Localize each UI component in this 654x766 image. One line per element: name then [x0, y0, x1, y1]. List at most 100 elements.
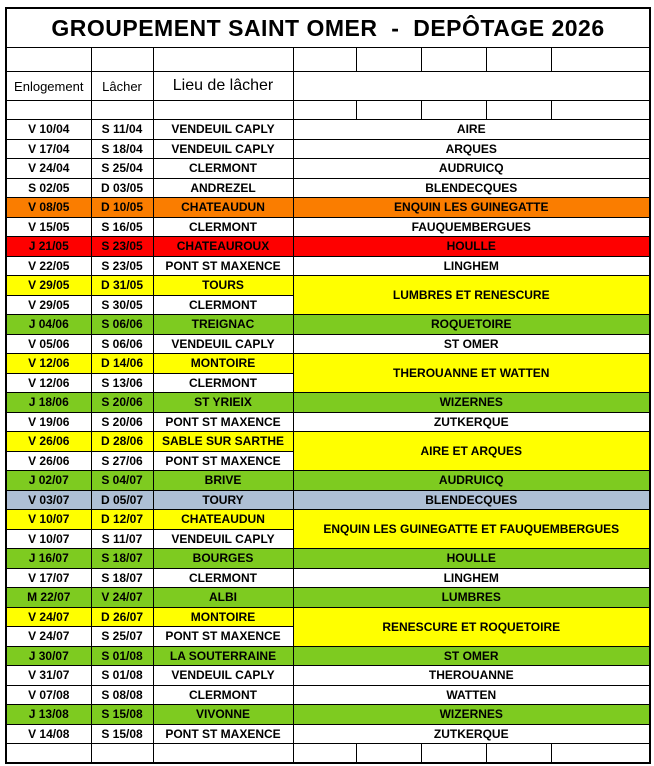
cell-enlogement: V 29/05 [5, 294, 92, 315]
cell-destination: LINGHEM [292, 255, 651, 276]
empty-cell [152, 100, 294, 120]
cell-destination: ENQUIN LES GUINEGATTE ET FAUQUEMBERGUES [292, 509, 651, 549]
cell-lacher: S 18/04 [90, 138, 154, 159]
schedule-row: S 02/05 D 03/05 ANDREZEL BLENDECQUES [5, 177, 651, 198]
cell-enlogement: V 24/04 [5, 158, 92, 179]
schedule-row: M 22/07 V 24/07 ALBI LUMBRES [5, 587, 651, 608]
empty-cell [5, 47, 92, 72]
cell-lieu: CLERMONT [152, 216, 294, 237]
table-foot-rows [5, 743, 651, 764]
cell-destination: THEROUANNE [292, 665, 651, 686]
cell-lacher: S 20/06 [90, 411, 154, 432]
cell-enlogement: V 17/07 [5, 567, 92, 588]
cell-destination: LUMBRES [292, 587, 651, 608]
cell-destination: BLENDECQUES [292, 489, 651, 510]
cell-lieu: TOURS [152, 275, 294, 296]
cell-lacher: S 11/07 [90, 528, 154, 549]
cell-lacher: D 14/06 [90, 353, 154, 374]
schedule-row: J 13/08 S 15/08 VIVONNE WIZERNES [5, 704, 651, 725]
col-header-enlogement: Enlogement [5, 71, 92, 101]
depotage-table: GROUPEMENT SAINT OMER - DEPÔTAGE 2026 En… [5, 7, 652, 764]
cell-destination: AIRE ET ARQUES [292, 431, 651, 471]
schedule-body: V 10/04 S 11/04 VENDEUIL CAPLY AIRE V 17/04 S… [5, 119, 651, 744]
spacer-row-top [5, 47, 651, 72]
cell-lacher: S 16/05 [90, 216, 154, 237]
empty-cell [292, 47, 357, 72]
cell-enlogement: V 12/06 [5, 353, 92, 374]
schedule-row: J 18/06 S 20/06 ST YRIEIX WIZERNES [5, 392, 651, 413]
cell-lacher: S 06/06 [90, 333, 154, 354]
col-header-lieu: Lieu de lâcher [152, 71, 294, 101]
cell-enlogement: V 14/08 [5, 723, 92, 744]
schedule-row: V 24/07 D 26/07 MONTOIRE RENESCURE ET ROQUE… [5, 606, 651, 647]
schedule-row: V 12/06 S 13/06 CLERMONT [5, 372, 650, 393]
cell-lacher: D 10/05 [90, 197, 154, 218]
cell-lieu: MONTOIRE [152, 353, 294, 374]
cell-lacher: S 18/07 [90, 567, 154, 588]
cell-destination: ST OMER [292, 333, 651, 354]
cell-lieu: TOURY [152, 489, 294, 510]
spacer-row-bottom [5, 743, 651, 764]
schedule-row: V 10/07 D 12/07 CHATEAUDUN ENQUIN LES GUINE… [5, 509, 651, 549]
cell-destination: HOULLE [292, 236, 651, 257]
cell-enlogement: V 31/07 [5, 665, 92, 686]
cell-enlogement: V 17/04 [5, 138, 92, 159]
cell-lieu: VENDEUIL CAPLY [152, 119, 294, 140]
cell-lieu: CHATEAUDUN [152, 509, 294, 530]
schedule-row: V 31/07 S 01/08 VENDEUIL CAPLY THEROUANNE [5, 665, 651, 686]
cell-destination: WIZERNES [292, 704, 651, 725]
empty-cell [292, 743, 357, 764]
cell-lacher: S 30/05 [90, 294, 154, 315]
empty-cell [152, 47, 294, 72]
cell-enlogement: V 15/05 [5, 216, 92, 237]
cell-lacher: D 12/07 [90, 509, 154, 530]
schedule-row: V 26/06 D 28/06 SABLE SUR SARTHE AIRE ET AR… [5, 431, 651, 471]
empty-cell [420, 47, 487, 72]
cell-lieu: VENDEUIL CAPLY [152, 333, 294, 354]
cell-lieu: MONTOIRE [152, 606, 294, 627]
cell-enlogement: J 04/06 [5, 314, 92, 335]
cell-lieu: ALBI [152, 587, 294, 608]
cell-lacher: S 27/06 [90, 450, 154, 471]
cell-lacher: S 18/07 [90, 548, 154, 569]
empty-cell [485, 47, 552, 72]
cell-lieu: CLERMONT [152, 684, 294, 705]
schedule-row: J 16/07 S 18/07 BOURGES HOULLE [5, 548, 651, 569]
empty-cell [550, 743, 651, 764]
cell-lieu: BOURGES [152, 548, 294, 569]
cell-destination: BLENDECQUES [292, 177, 651, 198]
cell-enlogement: J 18/06 [5, 392, 92, 413]
cell-enlogement: V 24/07 [5, 626, 92, 647]
cell-destination: HOULLE [292, 548, 651, 569]
cell-lieu: CLERMONT [152, 372, 294, 393]
cell-enlogement: V 22/05 [5, 255, 92, 276]
cell-lieu: VENDEUIL CAPLY [152, 138, 294, 159]
schedule-row: V 10/04 S 11/04 VENDEUIL CAPLY AIRE [5, 119, 651, 140]
empty-cell [355, 100, 422, 120]
cell-destination: AUDRUICQ [292, 158, 651, 179]
cell-destination: FAUQUEMBERGUES [292, 216, 651, 237]
cell-destination: LINGHEM [292, 567, 651, 588]
empty-cell [550, 47, 651, 72]
cell-lieu: PONT ST MAXENCE [152, 255, 294, 276]
cell-lacher: D 05/07 [90, 489, 154, 510]
cell-destination: ENQUIN LES GUINEGATTE [292, 197, 651, 218]
cell-destination: ROQUETOIRE [292, 314, 651, 335]
cell-lieu: SABLE SUR SARTHE [152, 431, 294, 452]
empty-cell [420, 100, 487, 120]
cell-destination: AIRE [292, 119, 651, 140]
page-title: GROUPEMENT SAINT OMER - DEPÔTAGE 2026 [5, 7, 651, 48]
cell-enlogement: V 05/06 [5, 333, 92, 354]
schedule-row: V 03/07 D 05/07 TOURY BLENDECQUES [5, 489, 651, 510]
cell-enlogement: V 24/07 [5, 606, 92, 627]
schedule-row: V 05/06 S 06/06 VENDEUIL CAPLY ST OMER [5, 333, 651, 354]
cell-enlogement: J 13/08 [5, 704, 92, 725]
schedule-row: V 07/08 S 08/08 CLERMONT WATTEN [5, 684, 651, 705]
col-header-lacher: Lâcher [90, 71, 154, 101]
cell-lacher: S 15/08 [90, 704, 154, 725]
cell-lieu: TREIGNAC [152, 314, 294, 335]
empty-cell [420, 743, 487, 764]
cell-enlogement: V 12/06 [5, 372, 92, 393]
cell-lacher: S 23/05 [90, 236, 154, 257]
